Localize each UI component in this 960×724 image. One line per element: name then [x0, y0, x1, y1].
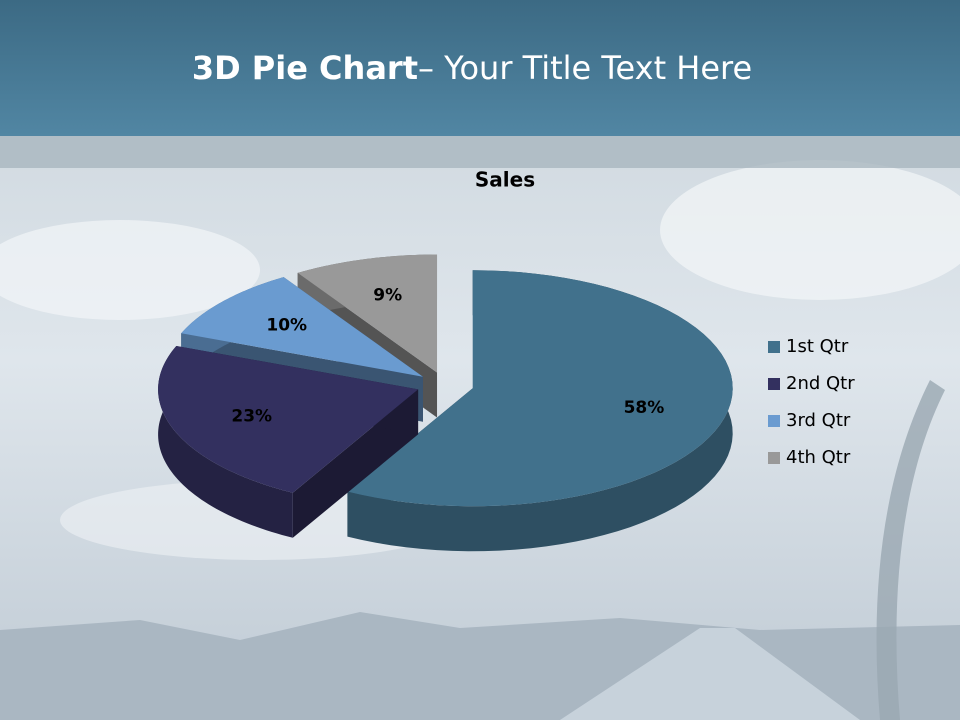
header-strip	[0, 136, 960, 168]
legend-label: 4th Qtr	[786, 447, 851, 468]
data-label: 23%	[231, 407, 272, 427]
legend-swatch	[768, 378, 780, 390]
legend-label: 1st Qtr	[786, 336, 849, 357]
header-band	[0, 0, 960, 136]
cloud	[0, 220, 260, 320]
chart-title: Sales	[475, 168, 535, 192]
slice	[347, 270, 733, 552]
legend-swatch	[768, 341, 780, 353]
data-label: 9%	[373, 285, 402, 305]
legend: 1st Qtr 2nd Qtr 3rd Qtr 4th Qtr	[768, 336, 855, 468]
slice-top	[158, 345, 419, 493]
data-label: 58%	[624, 398, 665, 418]
pie: 58% 23% 10% 9%	[158, 254, 733, 552]
cloud	[660, 160, 960, 300]
data-label: 10%	[266, 316, 307, 336]
title-bold: 3D Pie Chart	[192, 49, 418, 87]
legend-swatch	[768, 452, 780, 464]
slide-title: 3D Pie Chart– Your Title Text Here	[192, 49, 752, 87]
legend-label: 2nd Qtr	[786, 373, 855, 394]
slice-outer-wall	[158, 345, 293, 538]
legend-label: 3rd Qtr	[786, 410, 851, 431]
road	[560, 628, 860, 720]
slice-top	[297, 254, 438, 373]
slice-top	[347, 270, 733, 507]
slice-top	[181, 277, 423, 377]
slice	[158, 345, 419, 538]
title-rest: – Your Title Text Here	[418, 49, 752, 87]
legend-swatch	[768, 415, 780, 427]
mirror-edge	[876, 380, 945, 720]
